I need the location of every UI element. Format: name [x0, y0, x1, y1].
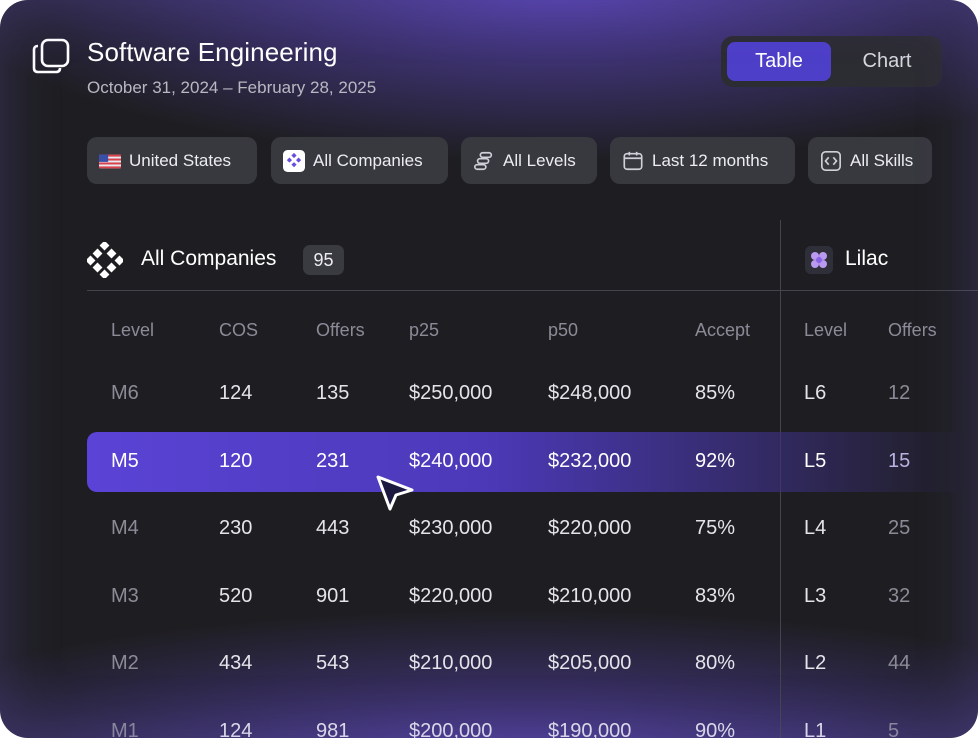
cell-accept: 83% — [695, 584, 736, 607]
cell-cos: 434 — [219, 652, 253, 674]
cell-p50: $248,000 — [548, 382, 632, 404]
lilac-cell-offers: 15 — [888, 449, 911, 472]
cell-level: M3 — [111, 584, 139, 607]
view-toggle: Table Chart — [721, 36, 942, 87]
cell-cos: 124 — [219, 719, 253, 738]
code-icon — [821, 150, 841, 171]
filter-companies-label: All Companies — [313, 150, 423, 170]
table-view-button[interactable]: Table — [727, 42, 831, 81]
lilac-logo-icon — [805, 246, 833, 274]
page-title: Software Engineering — [87, 37, 338, 67]
cell-cos: 124 — [219, 382, 253, 404]
column-header-cos[interactable]: COS — [219, 320, 259, 340]
filter-country[interactable]: United States — [87, 137, 257, 184]
calendar-icon — [623, 151, 643, 170]
levels-icon — [474, 151, 493, 170]
date-range: October 31, 2024 – February 28, 2025 — [87, 78, 377, 97]
lilac-cell-level: L2 — [804, 652, 827, 674]
chart-view-button[interactable]: Chart — [862, 50, 912, 72]
cell-p50: $210,000 — [548, 584, 632, 607]
cell-offers: 135 — [316, 382, 350, 404]
cell-offers: 443 — [316, 517, 350, 539]
mouse-cursor-icon — [376, 475, 414, 511]
cell-cos: 230 — [219, 517, 253, 539]
lilac-column-header-level[interactable]: Level — [804, 320, 848, 340]
companies-panel-title: All Companies — [141, 247, 277, 270]
briefcase-stack-icon — [32, 38, 70, 74]
cell-offers: 231 — [316, 449, 350, 472]
cell-p50: $220,000 — [548, 517, 632, 539]
lilac-cell-offers: 12 — [888, 382, 911, 404]
cell-level: M5 — [111, 449, 139, 472]
company-count-badge: 95 — [303, 245, 344, 275]
cell-p50: $232,000 — [548, 449, 632, 472]
filter-skills-label: All Skills — [850, 150, 914, 170]
cell-p25: $200,000 — [409, 719, 493, 738]
cell-accept: 85% — [695, 382, 736, 404]
column-header-p50[interactable]: p50 — [548, 320, 579, 340]
column-header-offers[interactable]: Offers — [316, 320, 365, 340]
cell-level: M1 — [111, 719, 139, 738]
cell-accept: 80% — [695, 652, 736, 674]
companies-icon — [283, 149, 305, 172]
filter-time-range-label: Last 12 months — [652, 150, 769, 170]
lilac-cell-level: L4 — [804, 517, 827, 539]
cell-level: M6 — [111, 382, 139, 404]
companies-logo-icon — [87, 242, 123, 278]
cell-accept: 75% — [695, 517, 736, 539]
cell-level: M2 — [111, 652, 139, 674]
lilac-cell-offers: 5 — [888, 719, 900, 738]
cell-cos: 520 — [219, 584, 253, 607]
cell-level: M4 — [111, 517, 139, 539]
cell-p25: $230,000 — [409, 517, 493, 539]
lilac-cell-level: L1 — [804, 719, 827, 738]
us-flag-icon — [99, 154, 121, 168]
selected-row-highlight — [87, 432, 967, 492]
filter-levels[interactable]: All Levels — [461, 137, 597, 184]
lilac-cell-level: L6 — [804, 382, 827, 404]
lilac-cell-level: L3 — [804, 584, 827, 607]
cell-p25: $210,000 — [409, 652, 493, 674]
cell-offers: 981 — [316, 719, 350, 738]
lilac-column-header-offers[interactable]: Offers — [888, 320, 937, 340]
lilac-panel-title: Lilac — [845, 247, 889, 270]
filter-country-label: United States — [129, 150, 232, 170]
cell-offers: 543 — [316, 652, 350, 674]
filter-time-range[interactable]: Last 12 months — [610, 137, 795, 184]
cell-accept: 92% — [695, 449, 736, 472]
lilac-cell-offers: 32 — [888, 584, 911, 607]
column-header-accept[interactable]: Accept — [695, 320, 751, 340]
cell-offers: 901 — [316, 584, 350, 607]
cell-accept: 90% — [695, 719, 736, 738]
filter-levels-label: All Levels — [503, 150, 576, 170]
column-header-level[interactable]: Level — [111, 320, 155, 340]
cell-p25: $240,000 — [409, 449, 493, 472]
header-divider — [87, 290, 978, 291]
lilac-cell-offers: 25 — [888, 517, 911, 539]
cell-p50: $205,000 — [548, 652, 632, 674]
cell-p25: $250,000 — [409, 382, 493, 404]
column-header-p25[interactable]: p25 — [409, 320, 440, 340]
cell-p25: $220,000 — [409, 584, 493, 607]
lilac-cell-offers: 44 — [888, 652, 911, 674]
cell-cos: 120 — [219, 449, 253, 472]
filter-companies[interactable]: All Companies — [271, 137, 448, 184]
filter-skills[interactable]: All Skills — [808, 137, 932, 184]
cell-p50: $190,000 — [548, 719, 632, 738]
lilac-cell-level: L5 — [804, 449, 827, 472]
